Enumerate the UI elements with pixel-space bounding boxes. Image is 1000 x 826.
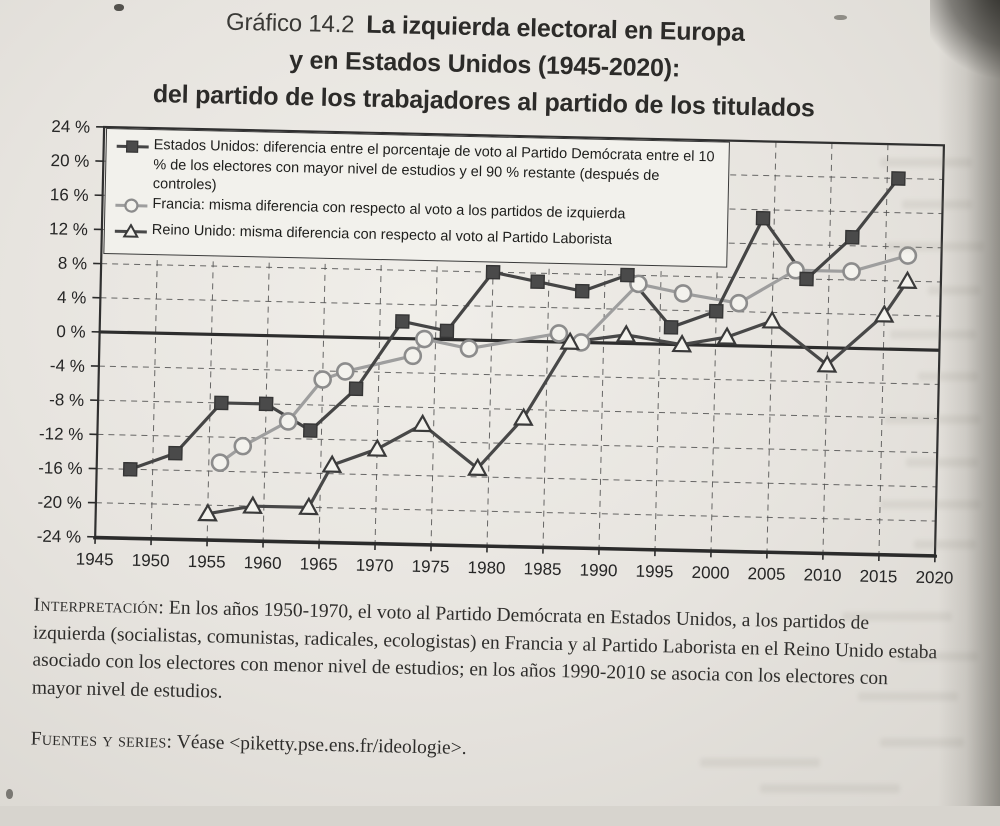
x-tick-label: 1970 [355,556,393,576]
data-point-estados-unidos [756,212,769,225]
square-filled-glyph [116,138,150,155]
y-tick-label: -20 % [37,492,82,512]
data-point-estados-unidos [124,463,137,476]
data-point-reino-unido [763,312,780,327]
data-point-estados-unidos [846,231,859,244]
data-point-reino-unido [414,416,431,431]
x-tick-label: 1980 [467,558,505,578]
figure-title-text1: La izquierda electoral en Europa [366,11,745,47]
data-point-francia [405,348,421,364]
data-point-estados-unidos [440,324,453,337]
circle-open-glyph [114,197,148,214]
chart-legend: Estados Unidos: diferencia entre el porc… [103,128,730,267]
data-point-francia [416,331,432,347]
data-point-estados-unidos [349,382,362,395]
data-point-francia [212,455,228,471]
x-tick-label: 1950 [132,551,170,571]
x-tick-label: 2000 [691,563,729,583]
data-point-francia [843,263,859,279]
data-point-estados-unidos [710,305,723,318]
x-tick-label: 1990 [579,560,617,580]
data-point-estados-unidos [169,447,182,460]
data-point-francia [235,438,251,454]
data-point-reino-unido [369,440,386,455]
x-tick-label: 1975 [411,557,449,577]
data-point-estados-unidos [215,396,228,409]
data-point-estados-unidos [486,266,499,279]
x-tick-label: 1945 [76,549,114,569]
y-tick-label: 16 % [50,185,89,205]
data-point-francia [551,325,567,341]
sources-text: Véase <piketty.pse.ens.fr/ideologie>. [172,732,467,759]
gridline-horizontal [99,366,939,384]
y-tick-label: 20 % [50,151,89,171]
data-point-estados-unidos [531,275,544,288]
data-point-estados-unidos [892,172,905,185]
y-tick-label: -24 % [37,527,82,547]
sources-line: Fuentes y series: Véase <piketty.pse.ens… [30,729,936,771]
triangle-open-glyph [114,223,148,240]
x-tick-label: 1960 [244,553,282,573]
x-tick-label: 2015 [859,567,897,587]
x-tick-label: 2005 [747,564,785,584]
circle-marker-icon [114,194,153,221]
data-point-estados-unidos [396,315,409,328]
data-point-francia [337,363,353,379]
chart: 1945 1950 1955 1960 1965 1970 1975 1980 1985 1990… [0,115,972,606]
figure-label: Gráfico 14.2 [226,9,355,39]
data-point-francia [731,295,747,311]
x-tick-label: 1955 [188,552,226,572]
y-tick-label: -8 % [49,390,84,410]
data-point-reino-unido [515,409,532,424]
data-point-estados-unidos [259,397,272,410]
interpretation-paragraph: Interpretación: En los años 1950-1970, e… [32,592,940,722]
data-point-estados-unidos [621,268,634,281]
data-point-reino-unido [617,326,634,341]
series-line-reino-unido [208,266,908,529]
data-point-estados-unidos [664,321,677,334]
x-tick-label: 1995 [635,562,673,582]
x-tick-label: 1965 [300,554,338,574]
data-point-estados-unidos [800,272,813,285]
y-tick-label: -16 % [38,458,83,478]
data-point-francia [314,371,330,387]
x-tick-label: 1985 [523,559,561,579]
gridline-horizontal [97,434,937,452]
data-point-francia [675,285,691,301]
data-point-francia [461,340,477,356]
data-point-reino-unido [899,273,916,288]
gridline-horizontal [100,298,940,316]
y-tick-label: -12 % [39,424,84,444]
y-tick-label: 8 % [58,254,88,274]
y-tick-label: 0 % [56,322,86,342]
data-point-estados-unidos [576,285,589,298]
y-tick-label: 24 % [51,117,90,137]
y-tick-label: 12 % [49,219,88,239]
interpretation-label: Interpretación: [33,595,164,619]
x-tick-label: 2020 [915,568,953,588]
triangle-marker-icon [114,220,153,247]
y-tick-label: 4 % [57,288,87,308]
x-tick-label: 2010 [803,565,841,585]
data-point-estados-unidos [304,424,317,437]
square-marker-icon [115,135,154,162]
sources-label: Fuentes y series: [31,729,173,753]
data-point-francia [280,413,296,429]
y-tick-label: -4 % [50,356,85,376]
data-point-francia [900,247,916,263]
interpretation-text: En los años 1950-1970, el voto al Partid… [32,597,938,702]
figure-title: Gráfico 14.2 La izquierda electoral en Eu… [38,0,930,130]
